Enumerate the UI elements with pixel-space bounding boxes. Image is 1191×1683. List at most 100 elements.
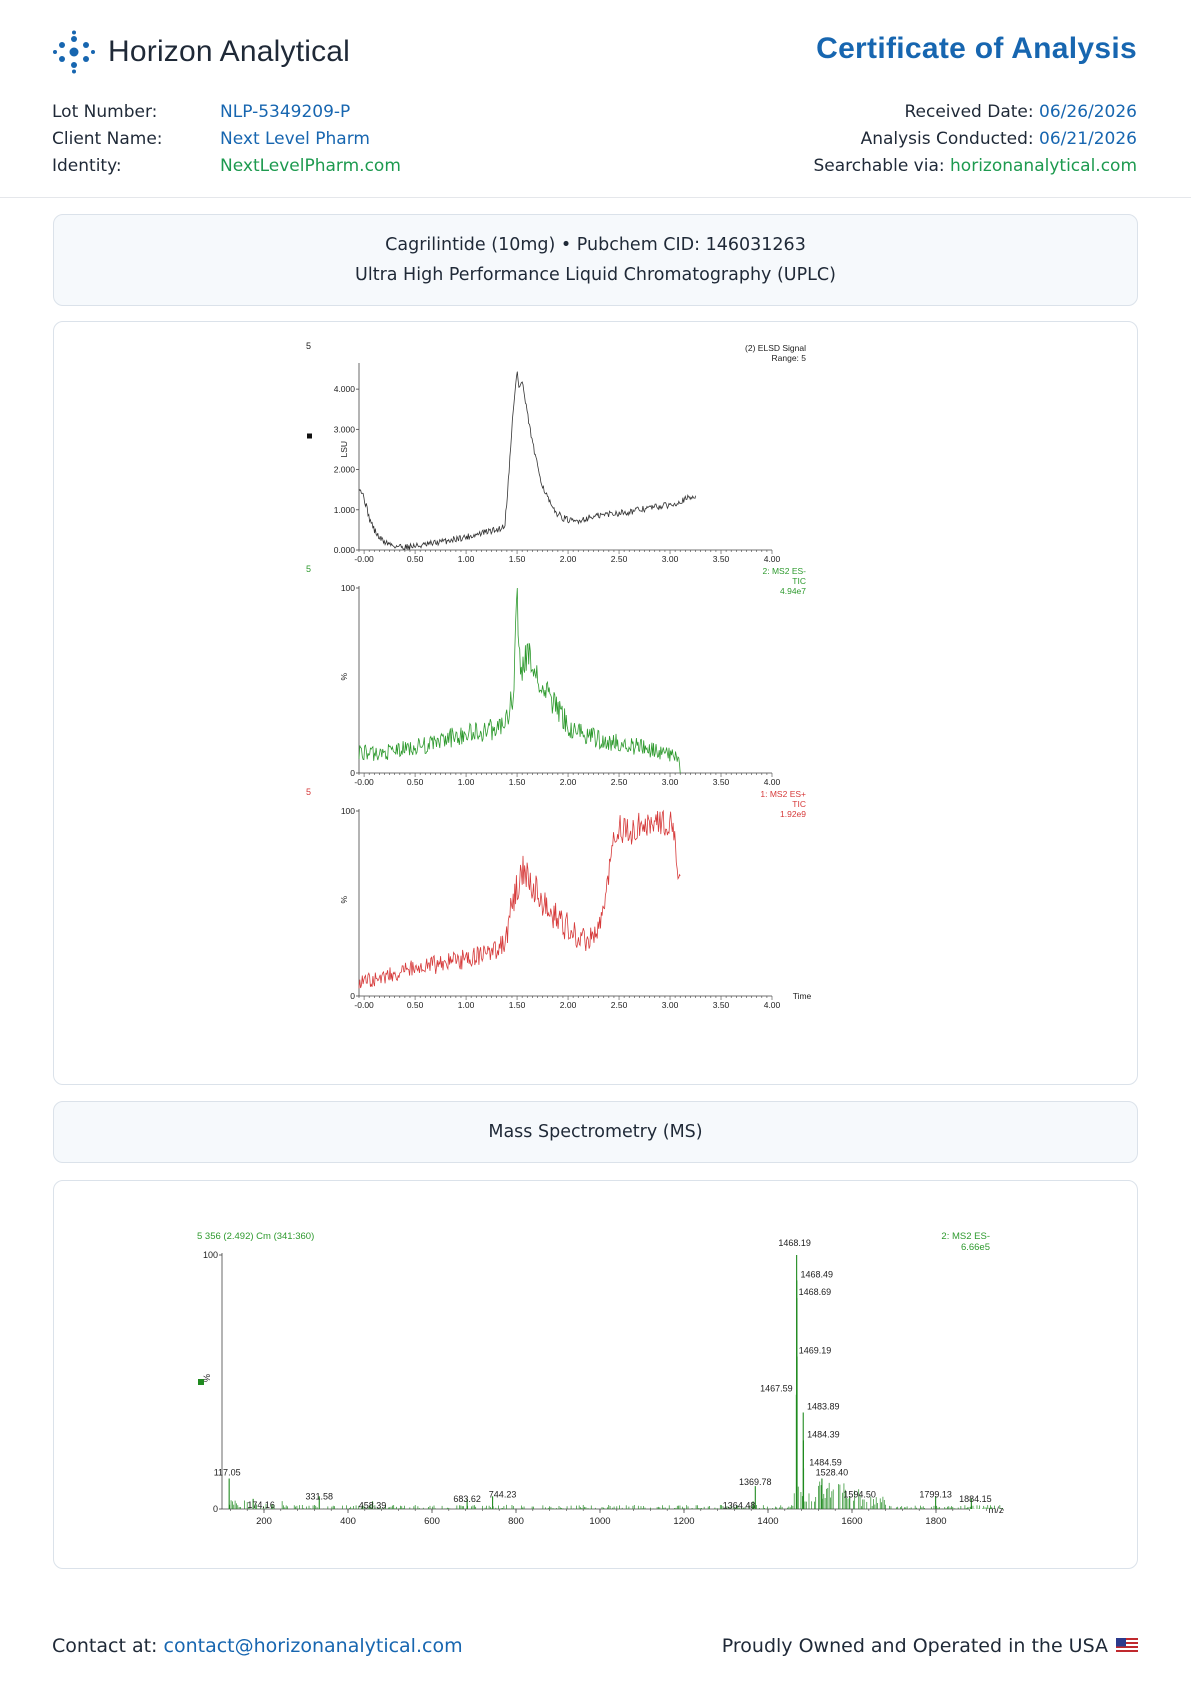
received-value: 06/26/2026	[1039, 102, 1137, 122]
compound-title: Cagrilintide (10mg) • Pubchem CID: 14603…	[385, 235, 806, 255]
lot-row: Lot Number: NLP-5349209-P	[52, 99, 401, 126]
y-tick-label: 100	[341, 806, 355, 816]
y-tick-label: 0	[350, 991, 355, 1001]
legend-square-icon	[307, 433, 312, 439]
peak-label: 1594.50	[843, 1489, 876, 1499]
ms-section-header: Mass Spectrometry (MS)	[53, 1101, 1138, 1163]
x-tick-label: -0.00	[354, 554, 374, 564]
corner-label: 5	[306, 341, 311, 351]
x-tick-label: 1.50	[509, 777, 526, 787]
annotation-label: TIC	[792, 799, 806, 809]
x-tick-label: 3.50	[713, 554, 730, 564]
x-tick-label: 400	[340, 1516, 356, 1527]
identity-row: Identity: NextLevelPharm.com	[52, 153, 401, 180]
peak-label: 1369.78	[739, 1477, 772, 1487]
x-tick-label: 0.50	[407, 554, 424, 564]
contact-email-link[interactable]: contact@horizonanalytical.com	[163, 1635, 463, 1657]
y-tick-label: 1.000	[334, 505, 356, 515]
peak-label: 117.05	[214, 1468, 241, 1478]
annotation-label: Range: 5	[772, 353, 807, 363]
y-axis-label: %	[339, 896, 349, 904]
y-tick-label: 100	[203, 1250, 218, 1260]
x-tick-label: 1.50	[509, 1000, 526, 1010]
ms-spectrum-panel: 5 356 (2.492) Cm (341:360) 2: MS2 ES- 6.66…	[53, 1180, 1138, 1569]
series-line	[358, 809, 681, 989]
search-link[interactable]: horizonanalytical.com	[950, 156, 1137, 176]
identity-label: Identity:	[52, 156, 122, 176]
brand-name: Horizon Analytical	[108, 35, 351, 68]
series-line	[358, 371, 696, 551]
x-tick-label: 800	[508, 1516, 524, 1527]
x-tick-label: 0.50	[407, 777, 424, 787]
peak-label: 458.39	[359, 1500, 387, 1510]
x-tick-label: 2.00	[560, 777, 577, 787]
peak-label: 1799.13	[919, 1489, 952, 1499]
annotation-label: 4.94e7	[780, 586, 806, 596]
ms-spectrum-chart: 5 356 (2.492) Cm (341:360) 2: MS2 ES-6.66…	[197, 1231, 1004, 1527]
analysis-row: Analysis Conducted: 06/21/2026	[813, 126, 1137, 153]
annotation-label: 2: MS2 ES-	[763, 566, 807, 576]
x-tick-label: 1600	[841, 1516, 862, 1527]
x-tick-label: 4.00	[764, 777, 781, 787]
y-axis-label: LSU	[339, 441, 349, 458]
scan-label: 5 356 (2.492) Cm (341:360)	[197, 1231, 314, 1242]
y-axis-label: %	[339, 673, 349, 681]
ms-title: Mass Spectrometry (MS)	[488, 1122, 703, 1142]
search-row: Searchable via: horizonanalytical.com	[813, 153, 1137, 180]
x-tick-label: 1000	[589, 1516, 610, 1527]
header: Horizon Analytical Certificate of Analys…	[52, 22, 1137, 182]
annotation-label: TIC	[792, 576, 806, 586]
x-tick-label: 1.00	[458, 554, 475, 564]
peak-label: 1483.89	[807, 1401, 840, 1411]
peak-label: 174.16	[247, 1500, 275, 1510]
y-tick-label: 2.000	[334, 465, 356, 475]
meta-left: Lot Number: NLP-5349209-P Client Name: Nex…	[52, 99, 401, 180]
us-flag-icon	[1116, 1638, 1138, 1654]
peak-label: 331.58	[305, 1491, 333, 1501]
x-tick-label: 3.00	[662, 777, 679, 787]
x-tick-label: 3.00	[662, 554, 679, 564]
x-tick-label: 2.50	[611, 777, 628, 787]
annotation-label: 6.66e5	[961, 1242, 990, 1253]
x-tick-label: 4.00	[764, 1000, 781, 1010]
x-tick-label: -0.00	[354, 777, 374, 787]
x-tick-label: 3.00	[662, 1000, 679, 1010]
identity-link[interactable]: NextLevelPharm.com	[220, 156, 401, 176]
uplc-section-header: Cagrilintide (10mg) • Pubchem CID: 14603…	[53, 214, 1138, 306]
received-row: Received Date: 06/26/2026	[813, 99, 1137, 126]
header-divider	[0, 197, 1191, 198]
x-tick-label: 1800	[925, 1516, 946, 1527]
analysis-label: Analysis Conducted:	[860, 129, 1034, 149]
peak-label: 1467.59	[760, 1384, 793, 1394]
method-title: Ultra High Performance Liquid Chromatogr…	[355, 265, 836, 285]
chromatogram-panel: 5 (2) ELSD Signal Range: 5 0.000 1.000 2.000 3…	[53, 321, 1138, 1085]
x-tick-label: 1.50	[509, 554, 526, 564]
peak-label: 1528.40	[816, 1468, 849, 1478]
client-label: Client Name:	[52, 129, 163, 149]
peak-label: 1468.69	[799, 1287, 832, 1297]
lot-value: NLP-5349209-P	[220, 102, 351, 122]
brand-logo[interactable]: Horizon Analytical	[52, 28, 350, 76]
x-tick-label: 3.50	[713, 1000, 730, 1010]
x-tick-label: 2.50	[611, 1000, 628, 1010]
y-tick-label: 4.000	[334, 384, 356, 394]
analysis-value: 06/21/2026	[1039, 129, 1137, 149]
search-label: Searchable via:	[813, 156, 945, 176]
annotation-label: 1: MS2 ES+	[760, 789, 806, 799]
x-tick-label: 600	[424, 1516, 440, 1527]
x-tick-label: 2.00	[560, 1000, 577, 1010]
footer-tagline: Proudly Owned and Operated in the USA	[722, 1635, 1138, 1657]
peak-label: 683.62	[453, 1494, 481, 1504]
corner-label: 5	[306, 787, 311, 797]
peak-label: 1364.48	[723, 1500, 756, 1510]
peak-label: 1884.15	[959, 1494, 992, 1504]
x-tick-label: 1.00	[458, 777, 475, 787]
y-tick-label: 0	[350, 768, 355, 778]
x-tick-label: 3.50	[713, 777, 730, 787]
footer-contact: Contact at: contact@horizonanalytical.co…	[52, 1635, 463, 1657]
annotation-label: 2: MS2 ES-	[941, 1231, 990, 1242]
peak-label: 1469.19	[799, 1346, 832, 1356]
